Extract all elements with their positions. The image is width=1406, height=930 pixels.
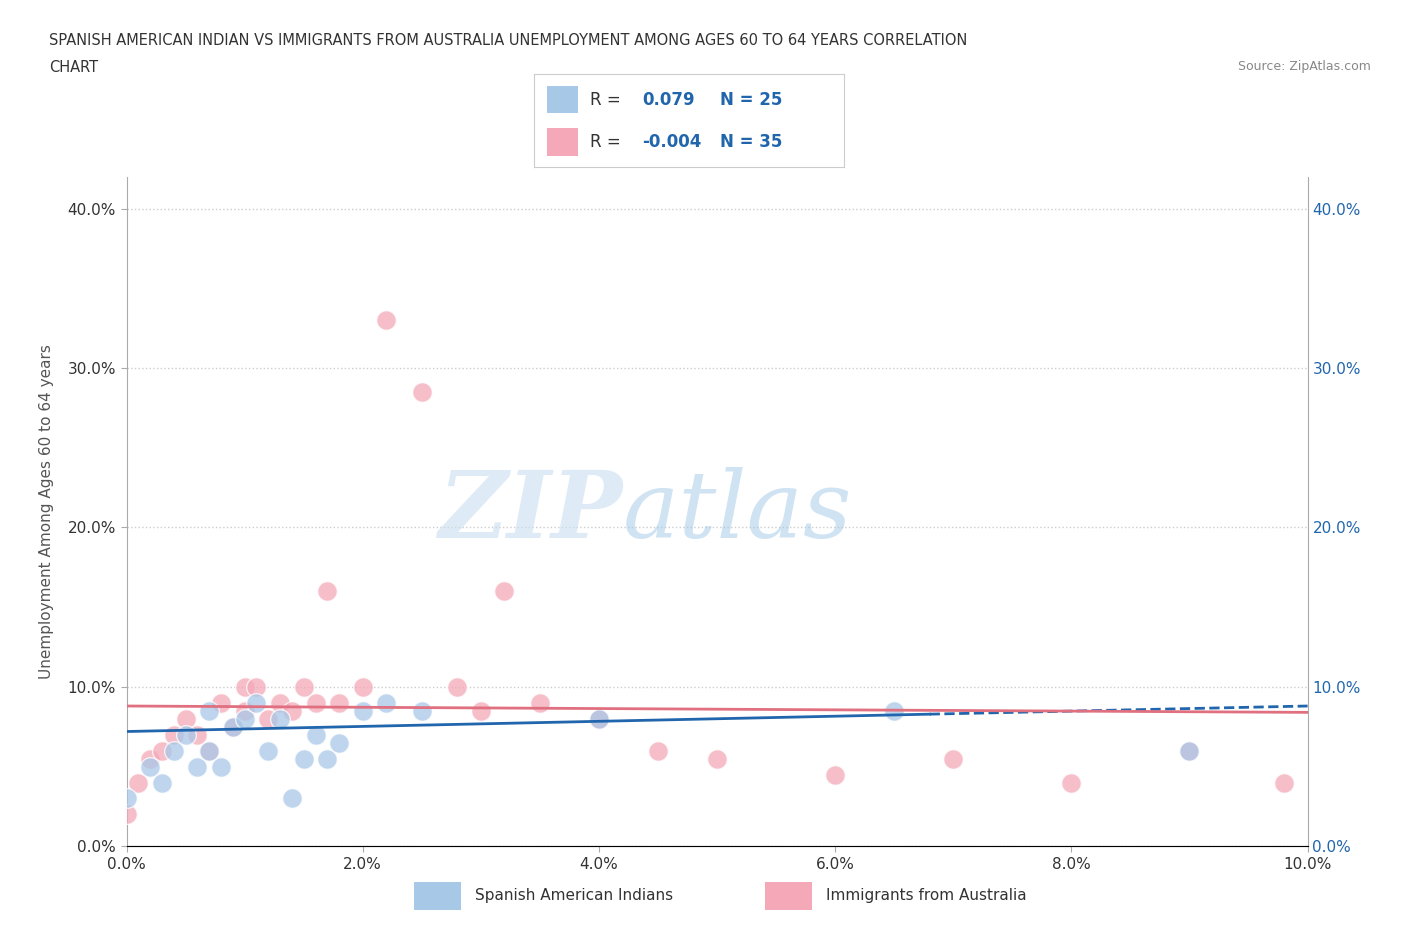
Point <box>233 680 256 695</box>
Point <box>292 751 315 766</box>
Point <box>316 751 339 766</box>
Point <box>174 711 197 726</box>
Point <box>1060 775 1083 790</box>
Point <box>115 791 138 806</box>
Point <box>127 775 149 790</box>
Bar <box>547 128 578 156</box>
Text: atlas: atlas <box>623 467 852 556</box>
Point <box>233 703 256 718</box>
Y-axis label: Unemployment Among Ages 60 to 64 years: Unemployment Among Ages 60 to 64 years <box>39 344 53 679</box>
Point <box>186 727 208 742</box>
Point <box>163 743 186 758</box>
Point <box>292 680 315 695</box>
Point <box>316 584 339 599</box>
Point <box>1272 775 1295 790</box>
Text: R =: R = <box>591 133 620 152</box>
Point <box>269 696 291 711</box>
Point <box>257 743 280 758</box>
Point <box>883 703 905 718</box>
Point <box>411 703 433 718</box>
Point <box>647 743 669 758</box>
Bar <box>765 883 813 910</box>
Text: Source: ZipAtlas.com: Source: ZipAtlas.com <box>1237 60 1371 73</box>
Point <box>375 696 398 711</box>
Point <box>1178 743 1201 758</box>
Point <box>198 703 221 718</box>
Point <box>281 703 304 718</box>
Point <box>446 680 468 695</box>
Point <box>209 759 232 774</box>
Point <box>245 696 267 711</box>
Point <box>352 680 374 695</box>
Bar <box>547 86 578 113</box>
Point <box>588 711 610 726</box>
Point <box>198 743 221 758</box>
Point <box>174 727 197 742</box>
Text: N = 25: N = 25 <box>720 90 782 109</box>
Point <box>222 719 245 734</box>
Point <box>494 584 516 599</box>
Point <box>352 703 374 718</box>
Point <box>115 807 138 822</box>
Bar <box>413 883 461 910</box>
Point <box>375 312 398 327</box>
Text: Spanish American Indians: Spanish American Indians <box>475 887 673 903</box>
Text: CHART: CHART <box>49 60 98 75</box>
Point <box>186 759 208 774</box>
Point <box>150 775 173 790</box>
Point <box>942 751 965 766</box>
Point <box>198 743 221 758</box>
Point <box>163 727 186 742</box>
Point <box>281 791 304 806</box>
Text: -0.004: -0.004 <box>643 133 702 152</box>
Point <box>304 727 326 742</box>
Point <box>233 711 256 726</box>
Point <box>269 711 291 726</box>
Point <box>139 751 162 766</box>
Text: Immigrants from Australia: Immigrants from Australia <box>825 887 1026 903</box>
Point <box>257 711 280 726</box>
Text: N = 35: N = 35 <box>720 133 782 152</box>
Point <box>1178 743 1201 758</box>
Text: SPANISH AMERICAN INDIAN VS IMMIGRANTS FROM AUSTRALIA UNEMPLOYMENT AMONG AGES 60 : SPANISH AMERICAN INDIAN VS IMMIGRANTS FR… <box>49 33 967 47</box>
Point <box>304 696 326 711</box>
Point <box>470 703 492 718</box>
Point <box>328 696 350 711</box>
Point <box>328 736 350 751</box>
Text: R =: R = <box>591 90 620 109</box>
Point <box>245 680 267 695</box>
Text: 0.079: 0.079 <box>643 90 695 109</box>
Point <box>824 767 846 782</box>
Point <box>209 696 232 711</box>
Point <box>529 696 551 711</box>
Point <box>588 711 610 726</box>
Point <box>150 743 173 758</box>
Point <box>222 719 245 734</box>
Point <box>411 384 433 399</box>
Point <box>139 759 162 774</box>
Text: ZIP: ZIP <box>439 467 623 556</box>
Point <box>706 751 728 766</box>
